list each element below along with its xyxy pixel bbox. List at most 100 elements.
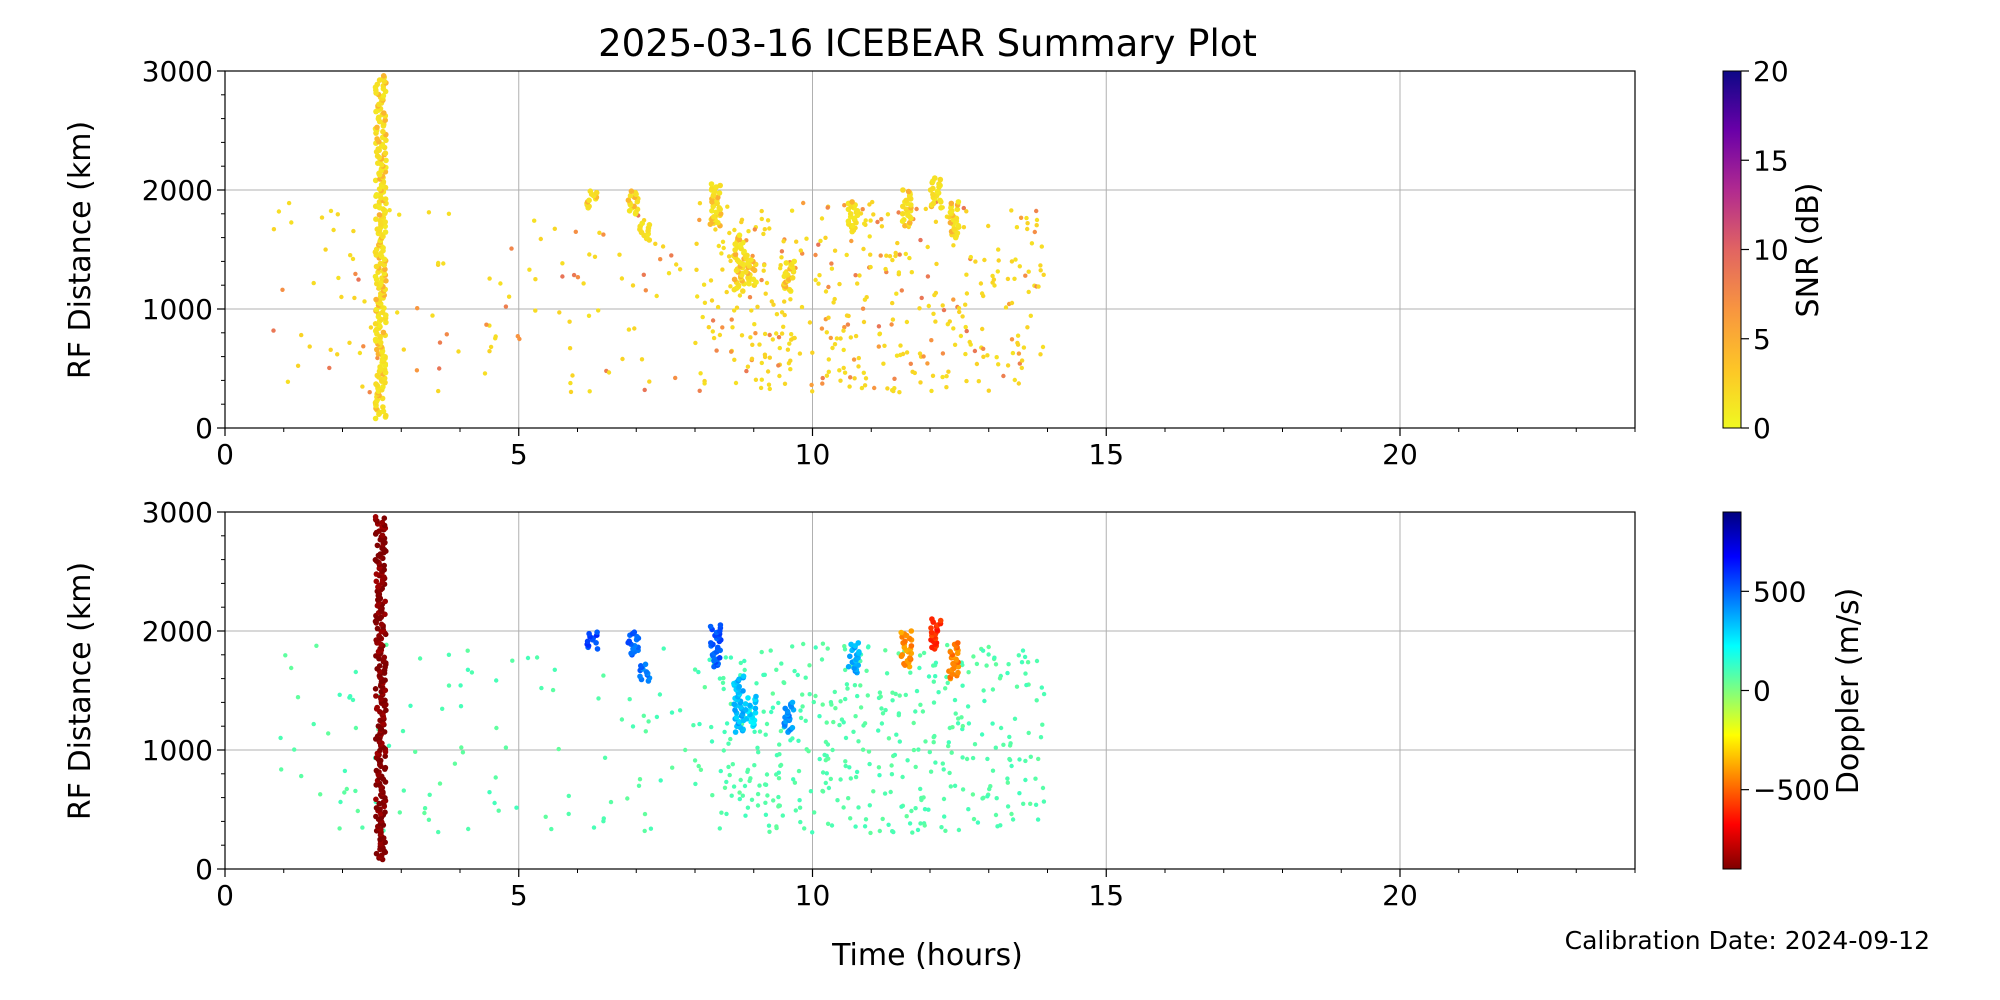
snr-point — [856, 355, 861, 361]
doppler-point — [858, 705, 864, 710]
doppler-xtick-label-2: 10 — [795, 879, 831, 912]
doppler-point — [981, 795, 986, 800]
snr-point — [493, 336, 498, 341]
snr-segment-0-point — [382, 219, 389, 225]
doppler-point — [941, 796, 947, 802]
doppler-point — [843, 696, 848, 702]
doppler-point — [720, 680, 726, 685]
doppler-point — [738, 777, 743, 783]
snr-point — [1019, 365, 1024, 371]
doppler-segment-11-point — [947, 649, 954, 655]
snr-segment-6-point — [750, 276, 757, 283]
doppler-point — [796, 768, 802, 774]
doppler-point — [955, 721, 961, 726]
snr-point — [765, 218, 771, 223]
doppler-xtick-label-4: 20 — [1382, 879, 1418, 912]
doppler-point — [913, 709, 918, 714]
doppler-segment-0-point — [373, 693, 379, 699]
doppler-segment-0-point — [374, 704, 381, 711]
doppler-point — [960, 683, 965, 688]
doppler-segment-7-point — [782, 705, 788, 712]
doppler-point — [648, 826, 654, 831]
snr-point — [898, 343, 903, 348]
snr-point — [725, 204, 730, 209]
snr-segment-10-point — [936, 181, 942, 187]
doppler-point — [886, 736, 892, 741]
doppler-point — [1033, 802, 1039, 807]
doppler-point — [883, 648, 888, 653]
doppler-point — [630, 724, 636, 729]
doppler-point — [835, 798, 840, 803]
doppler-segment-4-point — [715, 644, 721, 651]
doppler-point — [1036, 756, 1041, 762]
snr-point — [996, 362, 1001, 367]
doppler-point — [765, 793, 770, 798]
snr-point — [669, 253, 674, 258]
doppler-segment-4-point — [716, 655, 723, 661]
snr-segment-0-point — [380, 384, 386, 390]
snr-point — [1026, 289, 1031, 295]
snr-point — [824, 330, 829, 335]
snr-point — [956, 306, 962, 311]
doppler-point — [825, 821, 831, 826]
snr-point — [587, 252, 592, 257]
snr-point — [1019, 358, 1025, 363]
snr-point — [859, 385, 865, 391]
snr-point — [777, 373, 782, 379]
snr-point — [487, 276, 492, 281]
snr-ticks: 0 5 10 15 20 0 1000 2000 3000 — [142, 55, 1636, 471]
doppler-ytick-label-0: 0 — [195, 853, 213, 886]
doppler-point — [808, 789, 814, 794]
doppler-point — [990, 768, 996, 773]
doppler-segment-5-point — [732, 707, 738, 713]
snr-point — [761, 268, 766, 273]
snr-point — [781, 239, 786, 244]
snr-point — [779, 255, 784, 260]
doppler-point — [742, 783, 748, 789]
snr-segment-0-point — [372, 336, 379, 343]
snr-point — [728, 258, 733, 264]
doppler-point — [1028, 801, 1033, 806]
snr-point — [759, 277, 764, 283]
doppler-point — [752, 729, 757, 734]
snr-xtick-label-1: 5 — [510, 438, 528, 471]
snr-point — [295, 363, 301, 368]
doppler-point — [960, 787, 966, 792]
doppler-point — [698, 767, 704, 772]
doppler-point — [896, 711, 902, 716]
snr-point — [894, 291, 899, 296]
doppler-points — [278, 514, 1047, 863]
snr-point — [767, 386, 772, 392]
snr-point — [456, 349, 461, 354]
snr-point — [947, 319, 952, 324]
snr-point — [759, 216, 764, 222]
snr-cbar-tick-label-1: 5 — [1753, 323, 1771, 356]
doppler-point — [641, 713, 646, 718]
doppler-point — [933, 660, 939, 665]
doppler-segment-0-point — [382, 839, 389, 846]
doppler-point — [960, 755, 965, 760]
doppler-point — [970, 792, 976, 797]
snr-point — [601, 232, 606, 237]
snr-point — [882, 343, 887, 348]
doppler-point — [776, 794, 781, 800]
doppler-point — [737, 790, 742, 795]
doppler-point — [791, 777, 796, 782]
snr-point — [732, 227, 737, 233]
doppler-point — [696, 669, 701, 675]
snr-point — [779, 331, 785, 336]
doppler-segment-8-point — [855, 640, 862, 646]
doppler-point — [823, 780, 828, 786]
doppler-segment-6-point — [752, 705, 759, 712]
snr-point — [933, 219, 939, 224]
snr-point — [1025, 226, 1030, 232]
doppler-point — [721, 675, 726, 681]
doppler-point — [844, 682, 850, 687]
snr-point — [762, 352, 768, 357]
doppler-point — [550, 687, 556, 693]
snr-point — [710, 329, 715, 334]
doppler-point — [948, 784, 953, 789]
doppler-point — [1023, 777, 1028, 783]
doppler-point — [867, 761, 872, 767]
snr-segment-0-point — [373, 296, 379, 303]
